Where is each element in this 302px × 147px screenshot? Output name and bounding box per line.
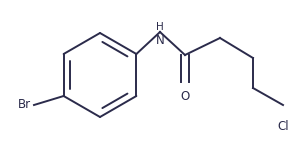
- Text: O: O: [180, 90, 190, 103]
- Text: Cl: Cl: [277, 120, 289, 133]
- Text: N: N: [156, 34, 164, 47]
- Text: Br: Br: [18, 98, 31, 112]
- Text: H: H: [156, 22, 164, 32]
